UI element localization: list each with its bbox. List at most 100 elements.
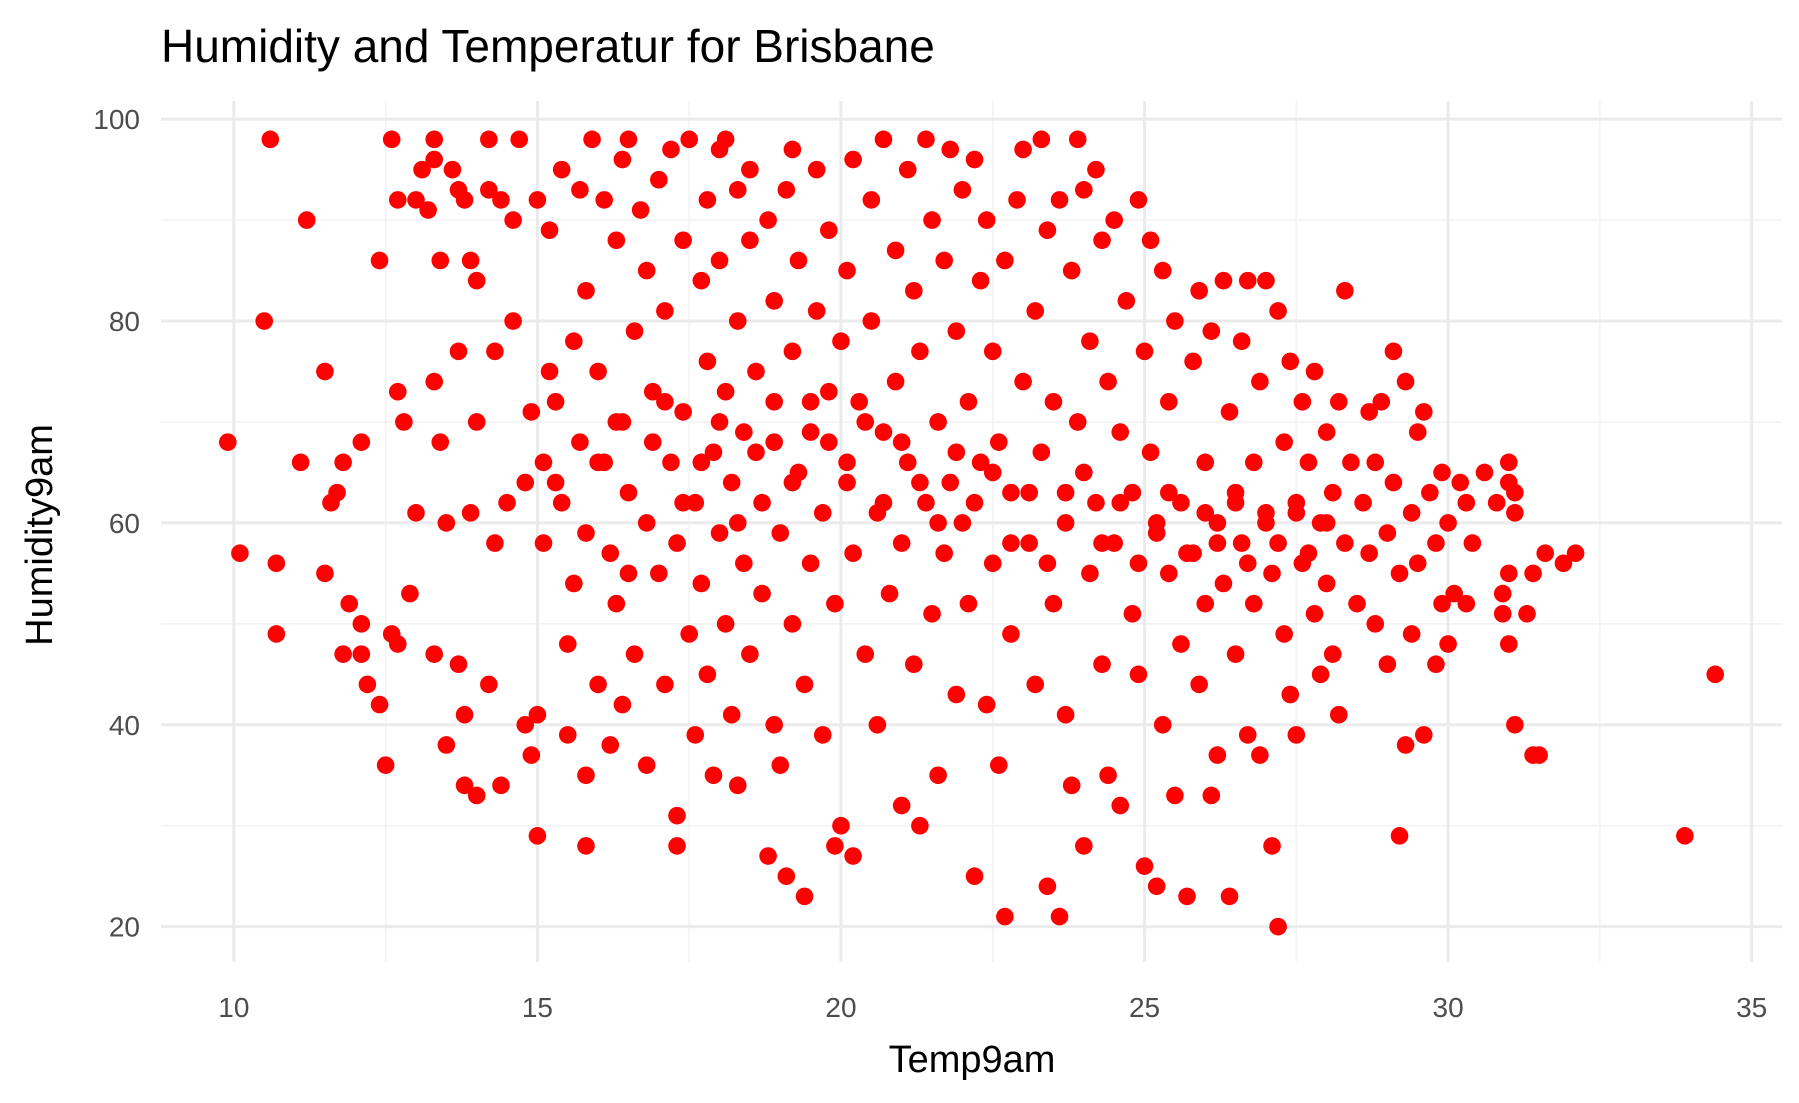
scatter-point bbox=[971, 271, 990, 290]
chart-title: Humidity and Temperatur for Brisbane bbox=[161, 20, 935, 72]
scatter-point bbox=[425, 150, 444, 169]
scatter-point bbox=[218, 433, 237, 451]
scatter-point bbox=[826, 594, 844, 613]
scatter-point bbox=[504, 211, 522, 229]
scatter-point bbox=[1348, 594, 1366, 613]
scatter-point bbox=[1330, 705, 1348, 724]
scatter-point bbox=[1002, 534, 1020, 552]
scatter-point bbox=[589, 453, 607, 472]
scatter-point bbox=[1178, 887, 1196, 906]
scatter-point bbox=[1275, 625, 1293, 643]
scatter-point bbox=[905, 655, 923, 674]
scatter-point bbox=[771, 524, 790, 542]
scatter-point bbox=[455, 191, 474, 209]
scatter-point bbox=[637, 261, 656, 280]
scatter-point bbox=[1354, 493, 1372, 512]
scatter-point bbox=[388, 635, 407, 653]
scatter-point bbox=[1317, 423, 1336, 441]
scatter-point bbox=[565, 574, 583, 593]
scatter-point bbox=[1499, 453, 1518, 472]
scatter-point bbox=[1111, 493, 1130, 512]
scatter-point bbox=[516, 473, 535, 492]
scatter-point bbox=[1402, 625, 1421, 643]
scatter-point bbox=[607, 594, 626, 613]
scatter-point bbox=[656, 392, 674, 411]
scatter-point bbox=[704, 443, 723, 462]
scatter-point bbox=[1457, 493, 1476, 512]
scatter-point bbox=[328, 483, 346, 502]
scatter-point bbox=[1536, 544, 1555, 563]
scatter-point bbox=[728, 181, 747, 199]
scatter-point bbox=[801, 423, 820, 441]
scatter-point bbox=[1457, 594, 1476, 613]
scatter-point bbox=[807, 302, 826, 320]
scatter-point bbox=[522, 403, 541, 421]
y-tick-label: 40 bbox=[109, 710, 140, 741]
scatter-point bbox=[480, 130, 498, 149]
scatter-point bbox=[231, 544, 249, 563]
scatter-point bbox=[1105, 534, 1123, 552]
scatter-point bbox=[929, 413, 947, 431]
scatter-point bbox=[965, 493, 984, 512]
scatter-point bbox=[395, 413, 413, 431]
scatter-point bbox=[698, 352, 717, 371]
scatter-point bbox=[1269, 917, 1287, 936]
scatter-point bbox=[892, 433, 911, 451]
x-axis-title: Temp9am bbox=[889, 1039, 1056, 1081]
scatter-point bbox=[1506, 483, 1524, 502]
scatter-point bbox=[710, 524, 729, 542]
scatter-point bbox=[1190, 281, 1208, 300]
x-tick-label: 20 bbox=[825, 992, 856, 1023]
scatter-point bbox=[935, 251, 953, 270]
scatter-point bbox=[625, 322, 644, 340]
scatter-point bbox=[431, 251, 450, 270]
scatter-point bbox=[1293, 392, 1312, 411]
scatter-point bbox=[783, 342, 802, 361]
scatter-point bbox=[1062, 261, 1081, 280]
scatter-point bbox=[370, 695, 389, 714]
scatter-point bbox=[1135, 857, 1154, 875]
scatter-point bbox=[1075, 837, 1093, 855]
scatter-point bbox=[656, 675, 674, 694]
scatter-point bbox=[1202, 786, 1221, 805]
scatter-point bbox=[1238, 554, 1257, 573]
scatter-point bbox=[832, 332, 850, 351]
scatter-point bbox=[838, 473, 856, 492]
scatter-point bbox=[637, 756, 656, 774]
scatter-point bbox=[255, 312, 274, 330]
scatter-point bbox=[571, 433, 589, 451]
scatter-point bbox=[607, 231, 626, 250]
scatter-point bbox=[747, 443, 765, 462]
scatter-point bbox=[1002, 483, 1020, 502]
scatter-point bbox=[1220, 887, 1239, 906]
scatter-point bbox=[437, 736, 456, 754]
scatter-point bbox=[1093, 655, 1111, 674]
scatter-point bbox=[352, 433, 371, 451]
scatter-point bbox=[1050, 907, 1069, 926]
scatter-point bbox=[291, 453, 310, 472]
scatter-point bbox=[698, 191, 717, 209]
scatter-point bbox=[1402, 504, 1421, 522]
scatter-point bbox=[710, 251, 729, 270]
scatter-point bbox=[777, 181, 796, 199]
scatter-point bbox=[716, 130, 735, 149]
scatter-point bbox=[1493, 604, 1512, 623]
scatter-point bbox=[674, 403, 692, 421]
scatter-point bbox=[558, 726, 577, 744]
scatter-point bbox=[1421, 483, 1439, 502]
scatter-point bbox=[1129, 554, 1148, 573]
scatter-point bbox=[1129, 191, 1148, 209]
scatter-point bbox=[1676, 827, 1694, 845]
scatter-point bbox=[747, 362, 765, 381]
scatter-point bbox=[741, 231, 759, 250]
scatter-point bbox=[1378, 524, 1397, 542]
scatter-point bbox=[486, 342, 504, 361]
scatter-point bbox=[765, 292, 783, 310]
scatter-point bbox=[1014, 372, 1032, 391]
scatter-point bbox=[461, 251, 480, 270]
scatter-point bbox=[352, 615, 371, 633]
scatter-point bbox=[1263, 837, 1281, 855]
scatter-point bbox=[1251, 746, 1269, 764]
